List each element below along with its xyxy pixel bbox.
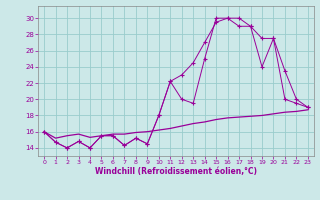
X-axis label: Windchill (Refroidissement éolien,°C): Windchill (Refroidissement éolien,°C) (95, 167, 257, 176)
